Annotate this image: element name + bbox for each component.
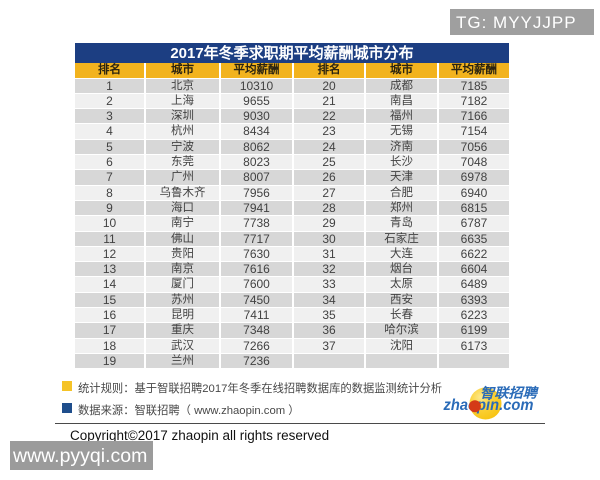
svg-text:zhaopin.com: zhaopin.com [443, 397, 534, 414]
svg-text:智联招聘: 智联招聘 [480, 386, 540, 401]
